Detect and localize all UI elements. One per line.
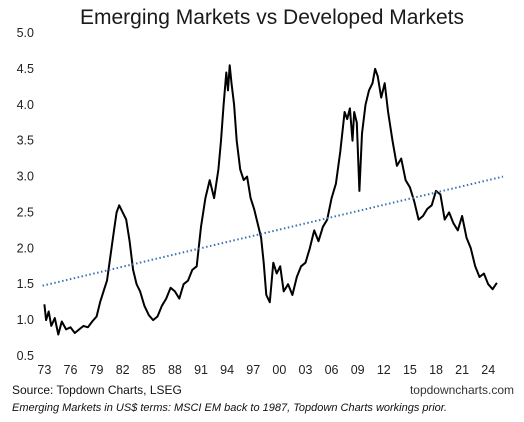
x-tick-label: 91 bbox=[194, 363, 208, 377]
x-tick-label: 12 bbox=[377, 363, 391, 377]
chart-title: Emerging Markets vs Developed Markets bbox=[80, 6, 464, 29]
y-axis-ticks: 0.5 1.0 1.5 2.0 2.5 3.0 3.5 4.0 4.5 5.0 bbox=[17, 26, 34, 363]
x-tick-label: 00 bbox=[272, 363, 286, 377]
footnote: Emerging Markets in US$ terms: MSCI EM b… bbox=[12, 402, 448, 414]
chart: Emerging Markets vs Developed Markets 0.… bbox=[17, 6, 504, 377]
brand-watermark: topdowncharts.com bbox=[409, 383, 514, 397]
y-tick-label: 1.5 bbox=[17, 277, 34, 291]
x-tick-label: 97 bbox=[246, 363, 260, 377]
x-tick-label: 88 bbox=[168, 363, 182, 377]
x-tick-label: 82 bbox=[116, 363, 130, 377]
x-tick-label: 21 bbox=[455, 363, 469, 377]
x-tick-label: 06 bbox=[325, 363, 339, 377]
x-tick-label: 24 bbox=[481, 363, 495, 377]
y-tick-label: 3.0 bbox=[17, 170, 34, 184]
x-axis-ticks: 73 76 79 82 85 88 91 94 97 00 03 06 09 12 15 18 21 24 bbox=[37, 363, 495, 377]
y-tick-label: 4.0 bbox=[17, 98, 34, 112]
x-tick-label: 73 bbox=[37, 363, 51, 377]
x-tick-label: 15 bbox=[403, 363, 417, 377]
y-tick-label: 5.0 bbox=[17, 26, 34, 40]
ratio-line bbox=[43, 64, 498, 336]
source-note: Source: Topdown Charts, LSEG bbox=[12, 383, 182, 397]
y-tick-label: 2.0 bbox=[17, 241, 34, 255]
y-tick-label: 0.5 bbox=[17, 349, 34, 363]
x-tick-label: 03 bbox=[299, 363, 313, 377]
y-tick-label: 3.5 bbox=[17, 134, 34, 148]
x-tick-label: 85 bbox=[142, 363, 156, 377]
x-tick-label: 94 bbox=[220, 363, 234, 377]
y-tick-label: 2.5 bbox=[17, 205, 34, 219]
y-tick-label: 4.5 bbox=[17, 62, 34, 76]
x-tick-label: 18 bbox=[429, 363, 443, 377]
y-tick-label: 1.0 bbox=[17, 313, 34, 327]
x-tick-label: 79 bbox=[90, 363, 104, 377]
x-tick-label: 09 bbox=[351, 363, 365, 377]
x-tick-label: 76 bbox=[64, 363, 78, 377]
plot-area bbox=[42, 64, 504, 336]
trend-line bbox=[42, 175, 504, 287]
